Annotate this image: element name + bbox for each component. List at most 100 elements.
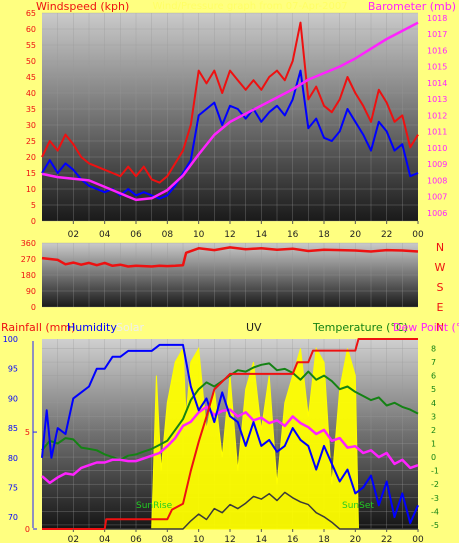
legend-humidity: Humidity xyxy=(67,321,117,334)
wind-y-tick-label: 25 xyxy=(26,137,36,146)
barometer-line xyxy=(41,21,419,202)
rainfall-y-tick-label: 0 xyxy=(25,525,30,534)
temperature-y-tick-label: 4 xyxy=(431,399,436,408)
temperature-y-tick-label: 3 xyxy=(431,412,436,421)
legend-temperature: Temperature (°C) xyxy=(312,321,408,334)
wind-direction-line xyxy=(41,246,419,268)
temperature-y-tick-label: 5 xyxy=(431,385,436,394)
temperature-y-tick-label: -3 xyxy=(431,494,439,503)
barometer-y-tick-label: 1006 xyxy=(427,209,447,218)
rainfall-line xyxy=(42,338,418,530)
wind-x-ticks: 02 04 06 08 10 12 14 16 18 20 22 00 xyxy=(68,221,424,240)
barometer-y-axis-label: Barometer (mb) xyxy=(368,0,456,13)
wind-series-group xyxy=(41,21,419,202)
temperature-y-tick-label: 1 xyxy=(431,440,436,449)
legend-uv: UV xyxy=(246,321,262,334)
wind-y-tick-label: 50 xyxy=(26,57,36,66)
humidity-y-tick-label: 100 xyxy=(3,335,18,344)
solar-area xyxy=(42,346,418,530)
wind-y-tick-label: 40 xyxy=(26,89,36,98)
x-tick-label: 18 xyxy=(318,230,330,240)
wind-y-tick-label: 20 xyxy=(26,153,36,162)
x-tick-label: 12 xyxy=(224,535,235,543)
barometer-y-tick-label: 1009 xyxy=(427,160,447,169)
barometer-y-tick-label: 1008 xyxy=(427,176,447,185)
direction-y-tick-label: 0 xyxy=(31,303,36,312)
barometer-y-tick-label: 1015 xyxy=(427,63,447,72)
direction-y-ticks: 0 90 180 270 360 xyxy=(21,239,36,312)
legend-solar: Solar xyxy=(116,321,145,334)
wind-chart-title: Wind/Pressure graph from 07-Apr-2007 xyxy=(152,1,347,12)
direction-grid xyxy=(42,242,418,308)
humidity-y-tick-label: 75 xyxy=(8,483,18,492)
dew-point-line xyxy=(41,405,419,485)
compass-label: S xyxy=(437,281,444,294)
x-tick-label: 22 xyxy=(381,535,392,543)
temperature-y-tick-label: -1 xyxy=(431,467,439,476)
barometer-y-tick-label: 1016 xyxy=(427,46,447,55)
humidity-y-tick-label: 85 xyxy=(8,424,18,433)
direction-y-tick-label: 360 xyxy=(21,239,36,248)
compass-label: N xyxy=(436,321,444,334)
barometer-y-tick-label: 1011 xyxy=(427,128,447,137)
x-tick-label: 06 xyxy=(130,535,142,543)
wind-y-tick-label: 5 xyxy=(31,201,36,210)
barometer-y-tick-label: 1017 xyxy=(427,30,447,39)
wind-y-tick-label: 55 xyxy=(26,41,36,50)
wind-y-axis-label: Windspeed (kph) xyxy=(36,0,129,13)
temperature-y-tick-label: 0 xyxy=(431,453,436,462)
sunset-label: SunSet xyxy=(342,501,374,511)
x-tick-label: 02 xyxy=(68,230,79,240)
x-tick-label: 10 xyxy=(193,535,205,543)
temp-series-group xyxy=(41,338,419,530)
wind-y-tick-label: 0 xyxy=(31,217,36,226)
direction-y-tick-label: 270 xyxy=(21,255,36,264)
humidity-y-tick-label: 95 xyxy=(8,365,18,374)
temperature-y-tick-label: -2 xyxy=(431,480,439,489)
humidity-y-tick-label: 90 xyxy=(8,394,18,403)
wind-gust-line xyxy=(41,21,419,184)
barometer-y-tick-label: 1018 xyxy=(427,14,447,23)
barometer-y-tick-label: 1013 xyxy=(427,95,447,104)
direction-y-tick-label: 90 xyxy=(26,287,36,296)
x-tick-label: 06 xyxy=(130,230,142,240)
legend-dew-point: Dew Point (°C) xyxy=(393,321,459,334)
x-tick-label: 04 xyxy=(99,230,111,240)
x-tick-label: 20 xyxy=(350,230,362,240)
x-tick-label: 00 xyxy=(412,230,424,240)
humidity-y-tick-label: 70 xyxy=(8,513,18,522)
x-tick-label: 00 xyxy=(412,535,424,543)
barometer-y-tick-label: 1007 xyxy=(427,193,447,202)
wind-y-tick-label: 65 xyxy=(26,9,36,18)
compass-label: W xyxy=(435,261,446,274)
x-tick-label: 16 xyxy=(287,230,299,240)
humidity-line xyxy=(41,343,419,525)
temperature-y-tick-label: 6 xyxy=(431,372,436,381)
rainfall-y-tick-label: 5 xyxy=(25,428,30,437)
compass-label: N xyxy=(436,241,444,254)
x-tick-label: 02 xyxy=(68,535,79,543)
temperature-y-tick-label: -5 xyxy=(431,521,439,530)
wind-y-tick-label: 35 xyxy=(26,105,36,114)
humidity-y-ticks: 70 75 80 85 90 95 100 xyxy=(3,335,18,522)
compass-label: E xyxy=(437,301,444,314)
wind-average-line xyxy=(41,69,419,200)
temperature-y-tick-label: -4 xyxy=(431,507,439,516)
legend-rainfall: Rainfall (mm) xyxy=(1,321,75,334)
sunrise-label: SunRise xyxy=(136,501,173,511)
wind-y-tick-label: 10 xyxy=(26,185,36,194)
temperature-y-tick-label: 7 xyxy=(431,358,436,367)
barometer-y-tick-label: 1012 xyxy=(427,111,447,120)
x-tick-label: 16 xyxy=(287,535,299,543)
humidity-y-tick-label: 80 xyxy=(8,454,18,463)
temperature-y-tick-label: 2 xyxy=(431,426,436,435)
wind-y-tick-label: 45 xyxy=(26,73,36,82)
x-tick-label: 14 xyxy=(256,230,268,240)
x-tick-label: 12 xyxy=(224,230,235,240)
temperature-y-tick-label: 8 xyxy=(431,345,436,354)
rainfall-y-ticks: 05 xyxy=(25,428,37,534)
